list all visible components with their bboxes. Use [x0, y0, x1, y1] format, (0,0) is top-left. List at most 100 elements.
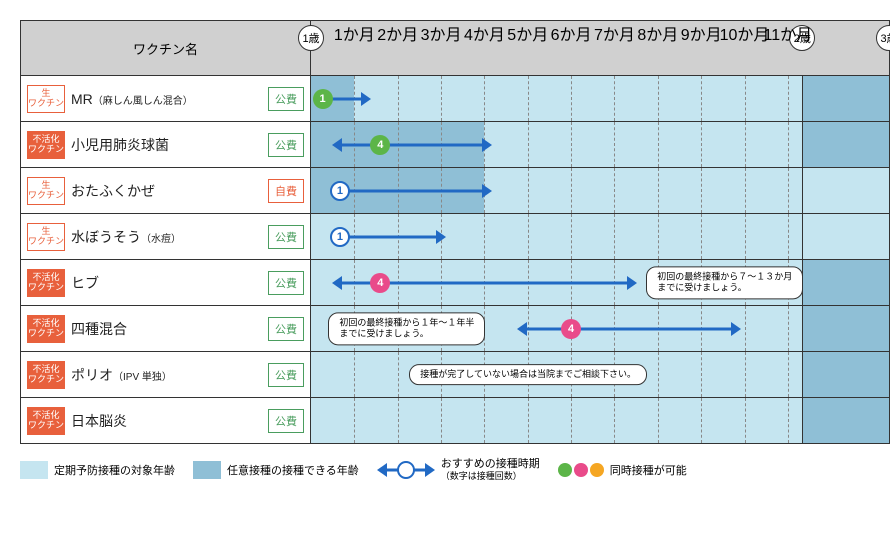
gridline-year	[802, 168, 803, 213]
legend-label: 定期予防接種の対象年齢	[54, 462, 175, 478]
month-label: 10か月	[720, 21, 770, 45]
legend-dots-icon	[558, 463, 604, 477]
gridline	[571, 168, 572, 213]
row-timeline: 1	[311, 76, 889, 121]
vaccine-schedule-chart: ワクチン名 1歳2歳3歳1か月2か月3か月4か月5か月6か月7か月8か月9か月1…	[20, 20, 890, 444]
month-label: 11か月	[764, 21, 813, 45]
gridline	[571, 398, 572, 443]
month-label: 2か月	[377, 21, 418, 45]
gridline	[701, 122, 702, 167]
row-timeline: 接種が完了していない場合は当院までご相談下さい。	[311, 352, 889, 397]
arrow-head-right-icon	[482, 138, 492, 152]
cost-badge: 公費	[268, 271, 304, 295]
gridline	[354, 398, 355, 443]
dose-marker: 4	[561, 319, 581, 339]
vaccine-type-badge: 不活化 ワクチン	[27, 407, 65, 435]
arrow-line	[340, 235, 438, 238]
gridline	[745, 306, 746, 351]
vaccine-name: ポリオ（IPV 単独）	[71, 365, 262, 385]
arrow-line	[525, 327, 733, 330]
gridline	[788, 352, 789, 397]
arrow-line	[340, 143, 485, 146]
legend-swatch-dark	[193, 461, 221, 479]
gridline	[788, 76, 789, 121]
timeline-band	[802, 260, 889, 305]
gridline	[614, 122, 615, 167]
vaccine-type-badge: 不活化 ワクチン	[27, 361, 65, 389]
legend-voluntary: 任意接種の接種できる年齢	[193, 461, 359, 479]
row-left: 生 ワクチンMR（麻しん風しん混合）公費	[21, 76, 311, 121]
arrow-head-right-icon	[361, 92, 371, 106]
age-marker: 3歳	[876, 25, 890, 51]
gridline	[398, 398, 399, 443]
gridline	[658, 352, 659, 397]
gridline	[484, 398, 485, 443]
age-marker: 1歳	[298, 25, 324, 51]
month-label: 4か月	[464, 21, 505, 45]
note-callout: 接種が完了していない場合は当院までご相談下さい。	[409, 364, 647, 386]
table-row: 不活化 ワクチンヒブ公費4初回の最終接種から７〜１３か月 までに受けましょう。	[21, 259, 889, 305]
gridline	[701, 398, 702, 443]
legend: 定期予防接種の対象年齢 任意接種の接種できる年齢 おすすめの接種時期（数字は接種…	[20, 458, 890, 482]
arrow-head-left-icon	[517, 322, 527, 336]
gridline	[788, 122, 789, 167]
gridline	[571, 122, 572, 167]
gridline	[745, 122, 746, 167]
gridline	[484, 214, 485, 259]
legend-label: おすすめの接種時期（数字は接種回数）	[441, 458, 540, 482]
table-row: 生 ワクチンMR（麻しん風しん混合）公費1	[21, 75, 889, 121]
vaccine-type-badge: 不活化 ワクチン	[27, 315, 65, 343]
gridline	[788, 214, 789, 259]
gridline	[701, 352, 702, 397]
cost-badge: 公費	[268, 225, 304, 249]
vaccine-name: 水ぼうそう（水痘）	[71, 227, 262, 247]
vaccine-type-badge: 生 ワクチン	[27, 85, 65, 113]
vaccine-name: 四種混合	[71, 319, 262, 339]
gridline	[745, 76, 746, 121]
table-row: 不活化 ワクチン日本脳炎公費	[21, 397, 889, 443]
legend-swatch-light	[20, 461, 48, 479]
header-timeline: 1歳2歳3歳1か月2か月3か月4か月5か月6か月7か月8か月9か月10か月11か…	[311, 21, 889, 75]
arrow-head-right-icon	[627, 276, 637, 290]
timeline-band	[802, 352, 889, 397]
row-left: 不活化 ワクチンヒブ公費	[21, 260, 311, 305]
table-row: 生 ワクチン水ぼうそう（水痘）公費1	[21, 213, 889, 259]
table-row: 不活化 ワクチン小児用肺炎球菌公費4	[21, 121, 889, 167]
arrow-head-right-icon	[436, 230, 446, 244]
gridline	[745, 214, 746, 259]
gridline	[788, 398, 789, 443]
vaccine-name: おたふくかぜ	[71, 181, 262, 201]
gridline	[788, 168, 789, 213]
gridline	[658, 76, 659, 121]
timeline-band	[802, 76, 889, 121]
month-label: 9か月	[681, 21, 722, 45]
timeline-band	[802, 122, 889, 167]
header-title: ワクチン名	[21, 21, 311, 75]
month-label: 7か月	[594, 21, 635, 45]
vaccine-name: ヒブ	[71, 273, 262, 293]
dose-marker: 4	[370, 273, 390, 293]
arrow-line	[340, 189, 485, 192]
row-timeline: 4初回の最終接種から７〜１３か月 までに受けましょう。	[311, 260, 889, 305]
dose-marker: 1	[313, 89, 333, 109]
gridline	[484, 76, 485, 121]
age-circle: 1歳	[298, 25, 324, 51]
gridline-year	[802, 306, 803, 351]
gridline	[658, 122, 659, 167]
gridline-year	[802, 398, 803, 443]
row-timeline: 1	[311, 168, 889, 213]
vaccine-type-badge: 生 ワクチン	[27, 223, 65, 251]
legend-label: 任意接種の接種できる年齢	[227, 462, 359, 478]
gridline	[658, 398, 659, 443]
arrow-head-right-icon	[482, 184, 492, 198]
arrow-head-left-icon	[332, 276, 342, 290]
gridline	[745, 168, 746, 213]
cost-badge: 公費	[268, 87, 304, 111]
legend-simultaneous: 同時接種が可能	[558, 462, 687, 478]
gridline	[701, 76, 702, 121]
timeline-band	[311, 398, 802, 443]
vaccine-name: 日本脳炎	[71, 411, 262, 431]
row-left: 不活化 ワクチン日本脳炎公費	[21, 398, 311, 443]
month-label: 1か月	[334, 21, 375, 45]
month-label: 8か月	[637, 21, 678, 45]
